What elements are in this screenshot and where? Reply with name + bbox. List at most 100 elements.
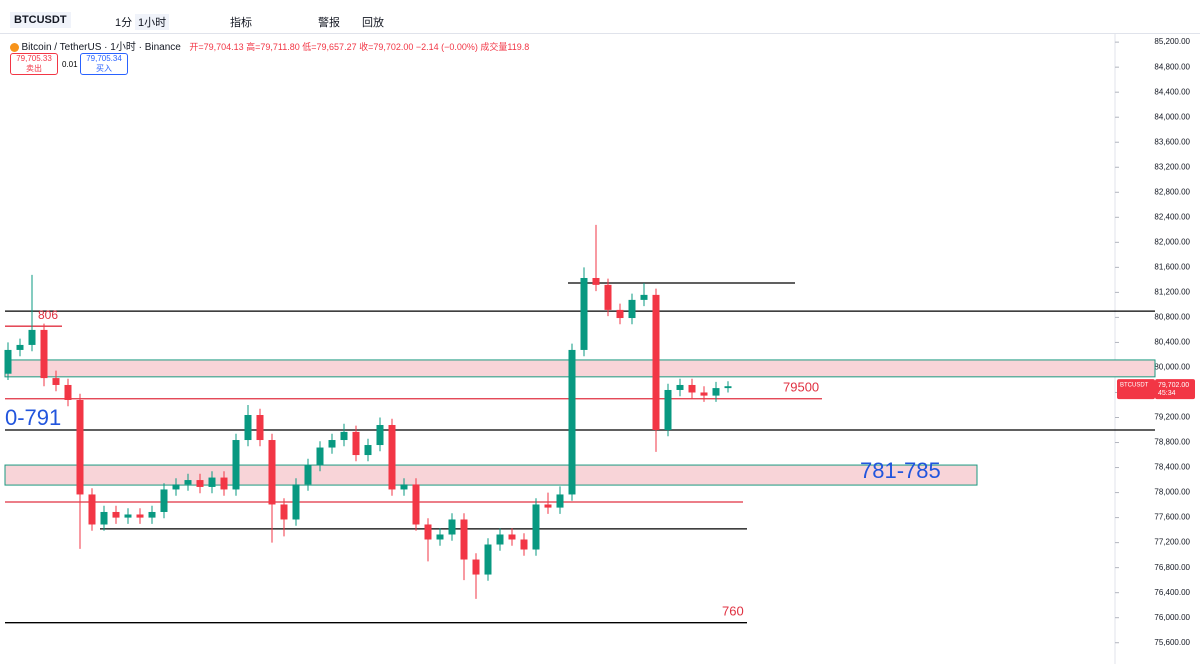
candle-body xyxy=(484,544,492,575)
candle-body xyxy=(628,299,636,319)
candle-body xyxy=(568,349,576,495)
annotation: 781-785 xyxy=(860,458,941,483)
y-tick-label: 82,400.00 xyxy=(1154,212,1190,221)
candle-body xyxy=(436,534,444,540)
price-tag xyxy=(1155,379,1195,400)
y-tick-label: 84,400.00 xyxy=(1154,87,1190,96)
y-tick-label: 78,000.00 xyxy=(1154,488,1190,497)
candle-body xyxy=(124,514,132,518)
y-tick-label: 80,400.00 xyxy=(1154,338,1190,347)
candle-body xyxy=(244,415,252,441)
candle-body xyxy=(400,484,408,490)
zone xyxy=(4,464,978,486)
candle-body xyxy=(652,294,660,431)
y-tick-label: 77,200.00 xyxy=(1154,538,1190,547)
candle-body xyxy=(64,384,72,400)
y-tick-label: 78,800.00 xyxy=(1154,438,1190,447)
candle-body xyxy=(328,440,336,448)
candle-body xyxy=(184,480,192,485)
zone xyxy=(4,359,1156,378)
candle-body xyxy=(76,399,84,495)
candle-body xyxy=(688,384,696,393)
candle-body xyxy=(256,415,264,441)
price-tag-countdown: 45:34 xyxy=(1158,390,1176,397)
candle-body xyxy=(556,494,564,508)
y-tick-label: 82,000.00 xyxy=(1154,237,1190,246)
indicators-button[interactable]: 指标 xyxy=(230,17,252,29)
y-tick-label: 83,200.00 xyxy=(1154,162,1190,171)
candle-body xyxy=(544,504,552,508)
candle-body xyxy=(376,425,384,446)
candle-body xyxy=(592,277,600,285)
y-tick-label: 78,400.00 xyxy=(1154,463,1190,472)
candle-body xyxy=(304,465,312,485)
legend-ohlc: 开=79,704.13 高=79,711.80 低=79,657.27 收=79… xyxy=(189,42,530,52)
coin-icon xyxy=(10,43,19,53)
buy-button[interactable]: 79,705.34 买入 xyxy=(80,53,128,75)
y-tick-label: 82,800.00 xyxy=(1154,187,1190,196)
candle-body xyxy=(520,539,528,550)
candle-body xyxy=(412,484,420,525)
interval-button[interactable]: 1分 xyxy=(115,17,133,29)
candle-body xyxy=(508,534,516,540)
candle-body xyxy=(160,489,168,512)
candle-body xyxy=(292,484,300,520)
annotation: 0-791 xyxy=(5,405,61,430)
candle-body xyxy=(316,447,324,466)
candle-body xyxy=(112,511,120,518)
price-tag-symbol: BTCUSDT xyxy=(1120,383,1149,389)
candle-body xyxy=(640,294,648,300)
legend: Bitcoin / TetherUS · 1小时 · Binance 开=79,… xyxy=(10,38,529,53)
symbol[interactable]: BTCUSDT xyxy=(10,12,71,28)
candle-body xyxy=(700,392,708,396)
interval-button[interactable]: 1小时 xyxy=(135,14,170,30)
candle-body xyxy=(664,389,672,431)
buy-price: 79,705.34 xyxy=(86,54,122,63)
candle-body xyxy=(460,519,468,560)
replay-button[interactable]: 回放 xyxy=(362,17,384,29)
candle-body xyxy=(28,329,36,345)
candle-body xyxy=(196,480,204,487)
sell-price: 79,705.33 xyxy=(16,54,52,63)
sell-button[interactable]: 79,705.33 卖出 xyxy=(10,53,58,75)
candle-body xyxy=(16,344,24,350)
y-tick-label: 76,000.00 xyxy=(1154,613,1190,622)
buy-label: 买入 xyxy=(96,64,112,73)
annotation: 760 xyxy=(722,603,744,618)
candle-body xyxy=(52,378,60,385)
y-tick-label: 80,000.00 xyxy=(1154,363,1190,372)
candle-body xyxy=(676,384,684,390)
candle-body xyxy=(424,524,432,540)
y-tick-label: 81,600.00 xyxy=(1154,262,1190,271)
candle-body xyxy=(712,388,720,396)
candle-body xyxy=(136,514,144,518)
candle-body xyxy=(232,440,240,490)
spread: 0.01 xyxy=(62,60,78,69)
y-tick-label: 76,800.00 xyxy=(1154,563,1190,572)
candle-body xyxy=(364,445,372,456)
candle-body xyxy=(448,519,456,535)
candle-body xyxy=(352,431,360,456)
candle-body xyxy=(616,309,624,319)
annotation: 806 xyxy=(38,308,58,322)
candle-body xyxy=(388,425,396,490)
candle-body xyxy=(724,386,732,389)
price-tag xyxy=(1117,379,1155,400)
y-tick-label: 81,200.00 xyxy=(1154,287,1190,296)
y-tick-label: 75,600.00 xyxy=(1154,638,1190,647)
candle-body xyxy=(580,277,588,350)
y-tick-label: 84,000.00 xyxy=(1154,112,1190,121)
y-tick-label: 76,400.00 xyxy=(1154,588,1190,597)
annotation: 79500 xyxy=(783,379,819,394)
y-tick-label: 84,800.00 xyxy=(1154,62,1190,71)
alerts-button[interactable]: 警报 xyxy=(318,17,340,29)
y-tick-label: 79,200.00 xyxy=(1154,413,1190,422)
candle-body xyxy=(40,329,48,379)
y-tick-label: 77,600.00 xyxy=(1154,513,1190,522)
candle-body xyxy=(4,349,12,374)
sell-label: 卖出 xyxy=(26,64,42,73)
candle-body xyxy=(604,284,612,310)
chart: 85,200.00 84,800.00 84,400.00 84,000.00 83,6… xyxy=(4,34,1195,664)
candle-body xyxy=(88,494,96,525)
candle-body xyxy=(172,484,180,490)
